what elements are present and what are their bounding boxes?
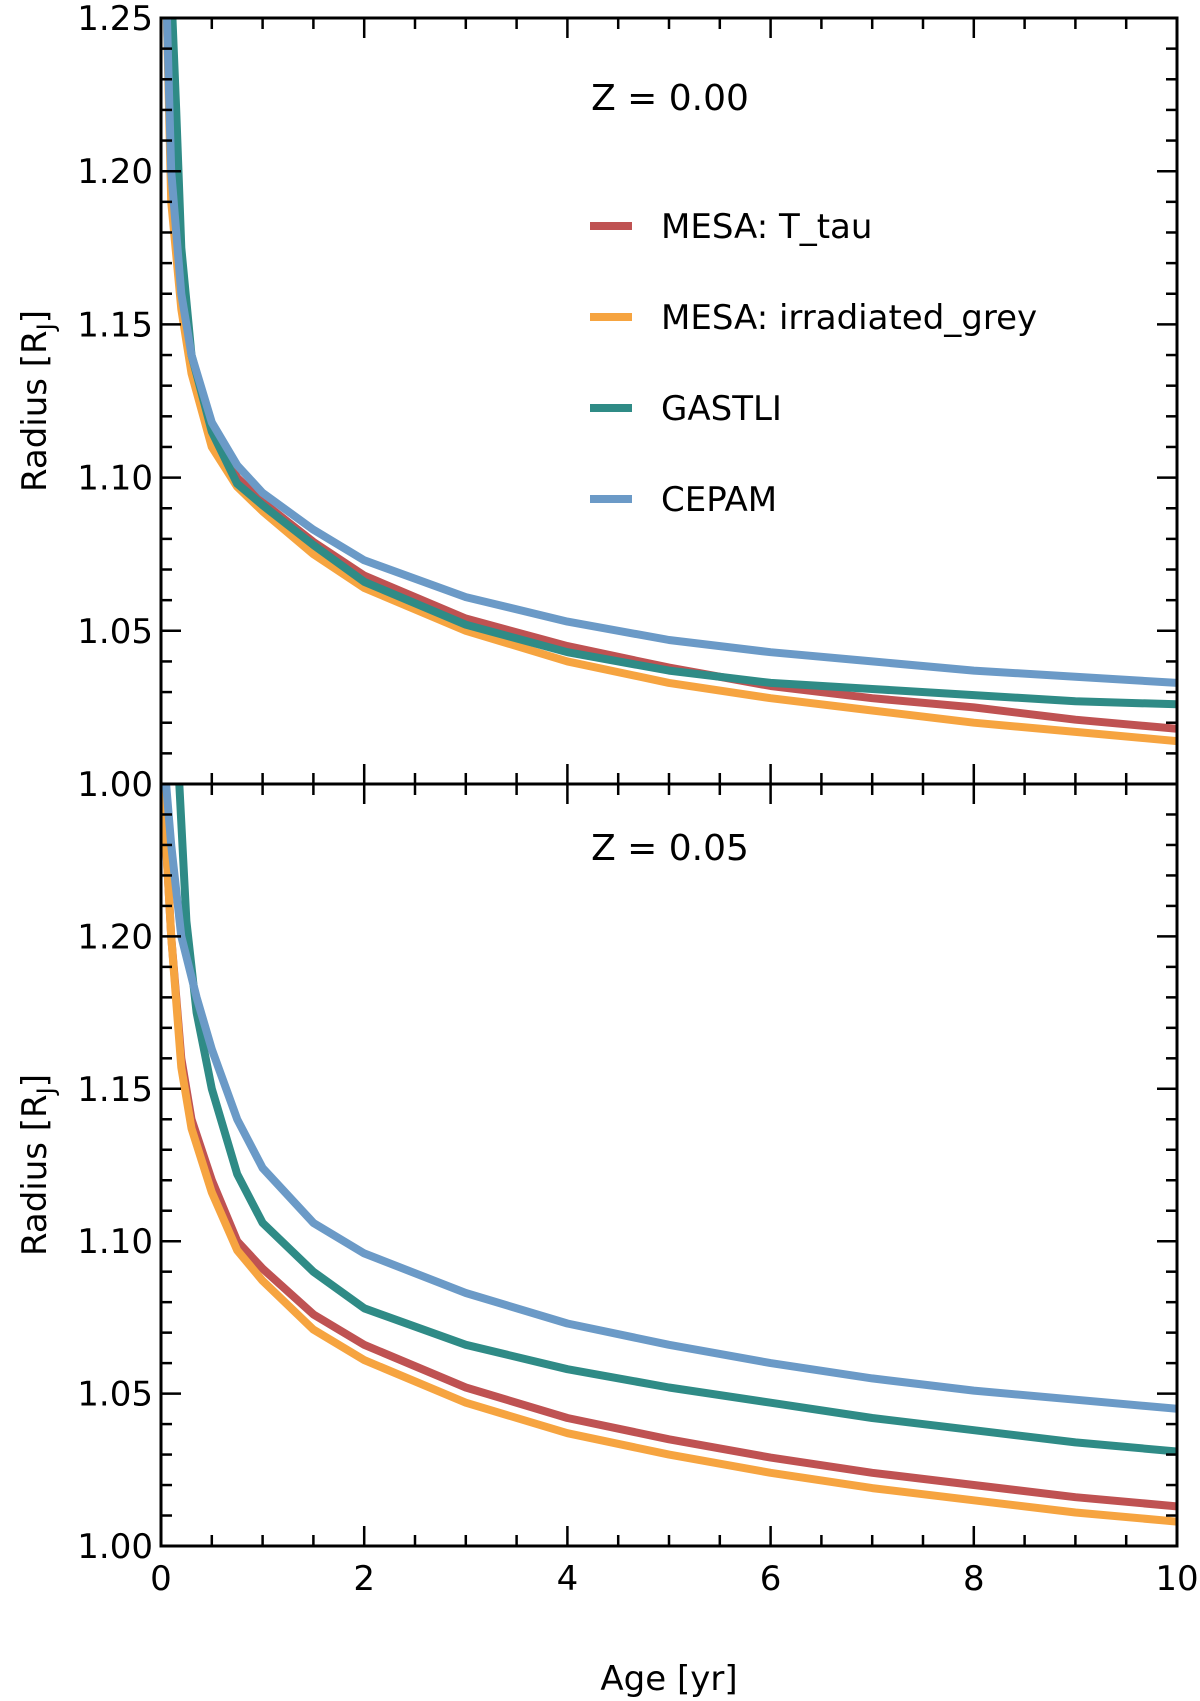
- legend-label: MESA: T_tau: [661, 207, 872, 247]
- series-line-mesa-irradiated-grey: [161, 784, 1177, 1526]
- y-tick-label: 1.15: [77, 305, 153, 345]
- y-tick-label: 1.00: [77, 1527, 153, 1567]
- y-tick-label: 1.15: [77, 1070, 153, 1110]
- panel-1: 1.00 1.05 1.10 1.15 1.20 1.25 Radius [RJ] Z = 0…: [15, 0, 1179, 805]
- series-group: [162, 18, 1177, 746]
- y-tick-label: 1.25: [77, 0, 153, 39]
- series-line-cepam: [162, 784, 1177, 1413]
- y-tick-label: 1.20: [77, 152, 153, 192]
- y-tick-label: 1.05: [77, 1375, 153, 1415]
- y-tick-label: 1.05: [77, 612, 153, 652]
- y-tick-label: 1.10: [77, 1222, 153, 1262]
- x-axis-label: Age [yr]: [600, 1659, 737, 1699]
- legend: MESA: T_tau MESA: irradiated_grey GASTLI CE…: [590, 207, 1037, 520]
- y-axis-label: Radius [RJ]: [15, 1074, 60, 1256]
- panel-label: Z = 0.00: [591, 78, 749, 119]
- x-tick-label: 2: [353, 1559, 375, 1599]
- panel-label: Z = 0.05: [591, 828, 749, 869]
- axes-frame: [159, 782, 1179, 1548]
- series-line-gastli: [175, 784, 1177, 1456]
- legend-label: MESA: irradiated_grey: [661, 298, 1037, 338]
- x-tick-label: 4: [557, 1559, 579, 1599]
- x-tick-label: 8: [963, 1559, 985, 1599]
- series-group: [161, 784, 1177, 1526]
- series-line-cepam: [162, 18, 1177, 687]
- y-tick-label: 1.00: [77, 765, 153, 805]
- x-tick-label: 0: [150, 1559, 172, 1599]
- x-tick-label: 6: [760, 1559, 782, 1599]
- x-tick-label: 10: [1155, 1559, 1198, 1599]
- y-axis-label: Radius [RJ]: [15, 310, 60, 492]
- legend-label: CEPAM: [661, 480, 777, 520]
- y-tick-label: 1.20: [77, 917, 153, 957]
- panel-2: 1.00 1.05 1.10 1.15 1.20 0 2 4 6 8 10 Age [yr] Radiu…: [15, 782, 1199, 1699]
- y-tick-label: 1.10: [77, 459, 153, 499]
- legend-label: GASTLI: [661, 389, 782, 429]
